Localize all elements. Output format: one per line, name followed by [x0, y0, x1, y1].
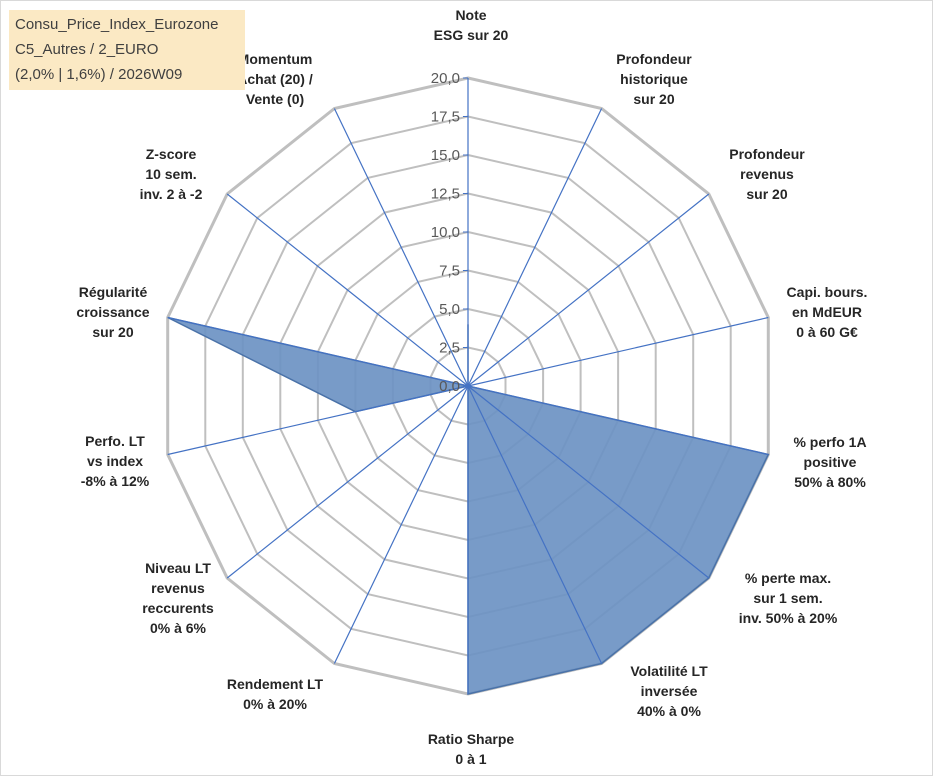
- axis-label-line: vs index: [87, 453, 143, 469]
- axis-label: Profondeur historique sur 20: [616, 51, 692, 107]
- tick-label: 0,0: [439, 378, 460, 395]
- axis-label-line: Vente (0): [246, 91, 304, 107]
- axis-label-line: ESG sur 20: [434, 27, 509, 43]
- tick-label: 15,0: [431, 147, 460, 164]
- axis-spoke: [167, 316, 469, 387]
- axis-label: Note ESG sur 20: [434, 7, 509, 43]
- axis-label-line: 0% à 20%: [243, 696, 307, 712]
- axis-label-line: sur 20: [633, 91, 674, 107]
- axis-label-line: sur 20: [92, 324, 133, 340]
- axis-label-line: 10 sem.: [145, 166, 196, 182]
- info-line-1: Consu_Price_Index_Eurozone: [15, 16, 219, 33]
- axis-label: Z-score 10 sem. inv. 2 à -2: [140, 146, 203, 202]
- axis-label: % perfo 1A positive 50% à 80%: [793, 434, 866, 490]
- axis-label-line: Note: [455, 7, 486, 23]
- axis-label: Profondeur revenus sur 20: [729, 146, 805, 202]
- tick-label: 7,5: [439, 263, 460, 280]
- axis-label: Momentum Achat (20) / Vente (0): [237, 51, 313, 107]
- axis-label-line: inv. 2 à -2: [140, 186, 203, 202]
- axis-label: Niveau LT revenus reccurents 0% à 6%: [142, 560, 214, 636]
- axis-spoke: [467, 108, 603, 387]
- axis-label-line: sur 20: [746, 186, 787, 202]
- tick-label: 12,5: [431, 186, 460, 203]
- axis-label-line: % perfo 1A: [793, 434, 866, 450]
- info-box: Consu_Price_Index_Eurozone C5_Autres / 2…: [9, 10, 245, 90]
- tick-label: 5,0: [439, 301, 460, 318]
- axis-label-line: Niveau LT: [145, 560, 211, 576]
- axis-label-line: Capi. bours.: [787, 284, 868, 300]
- axis-label-line: en MdEUR: [792, 304, 862, 320]
- axis-spoke: [226, 193, 469, 387]
- axis-label-line: Achat (20) /: [237, 71, 313, 87]
- axis-spoke: [467, 385, 769, 456]
- axis-label-line: % perte max.: [745, 570, 831, 586]
- axis-label-line: Profondeur: [616, 51, 692, 67]
- axis-label-line: sur 1 sem.: [753, 590, 822, 606]
- axis-label-line: Rendement LT: [227, 676, 324, 692]
- axis-label: % perte max. sur 1 sem. inv. 50% à 20%: [739, 570, 838, 626]
- axis-label-line: 50% à 80%: [794, 474, 866, 490]
- radar-axis-labels: Note ESG sur 20 Profondeur historique sur 20…: [76, 7, 867, 767]
- axis-spoke: [467, 385, 710, 579]
- axis-label-line: croissance: [76, 304, 149, 320]
- axis-label: Régularité croissance sur 20: [76, 284, 149, 340]
- axis-spoke: [467, 193, 710, 387]
- axis-spoke: [226, 385, 469, 579]
- tick-label: 2,5: [439, 340, 460, 357]
- tick-label: 17,5: [431, 109, 460, 126]
- axis-label-line: Volatilité LT: [630, 663, 708, 679]
- axis-spoke: [167, 385, 469, 456]
- info-line-2: C5_Autres / 2_EURO: [15, 41, 159, 58]
- axis-spoke: [333, 385, 469, 664]
- axis-spoke: [467, 385, 603, 664]
- axis-label-line: 40% à 0%: [637, 703, 701, 719]
- axis-label-line: historique: [620, 71, 688, 87]
- axis-label-line: reccurents: [142, 600, 214, 616]
- axis-spoke: [333, 108, 469, 387]
- axis-label-line: inversée: [641, 683, 698, 699]
- tick-label: 20,0: [431, 70, 460, 87]
- axis-label: Ratio Sharpe 0 à 1: [428, 731, 515, 767]
- axis-label-line: Ratio Sharpe: [428, 731, 515, 747]
- axis-label-line: Perfo. LT: [85, 433, 145, 449]
- axis-label-line: Z-score: [146, 146, 197, 162]
- axis-label: Perfo. LT vs index -8% à 12%: [81, 433, 150, 489]
- axis-label-line: revenus: [151, 580, 205, 596]
- axis-label: Rendement LT 0% à 20%: [227, 676, 324, 712]
- axis-label-line: Momentum: [238, 51, 313, 67]
- axis-label-line: 0% à 6%: [150, 620, 207, 636]
- axis-label-line: -8% à 12%: [81, 473, 150, 489]
- axis-label-line: 0 à 1: [455, 751, 486, 767]
- axis-label-line: Profondeur: [729, 146, 805, 162]
- axis-label-line: Régularité: [79, 284, 148, 300]
- axis-label: Volatilité LT inversée 40% à 0%: [630, 663, 708, 719]
- radar-tick-labels: 0,0 2,5 5,0 7,5 10,0 12,5 15,0 17,5 20,0: [431, 70, 468, 395]
- axis-label-line: inv. 50% à 20%: [739, 610, 838, 626]
- axis-label-line: revenus: [740, 166, 794, 182]
- axis-label-line: 0 à 60 G€: [796, 324, 858, 340]
- tick-label: 10,0: [431, 224, 460, 241]
- axis-label: Capi. bours. en MdEUR 0 à 60 G€: [787, 284, 868, 340]
- info-line-3: (2,0% | 1,6%) / 2026W09: [15, 66, 183, 83]
- axis-spoke: [467, 316, 769, 387]
- axis-label-line: positive: [804, 454, 857, 470]
